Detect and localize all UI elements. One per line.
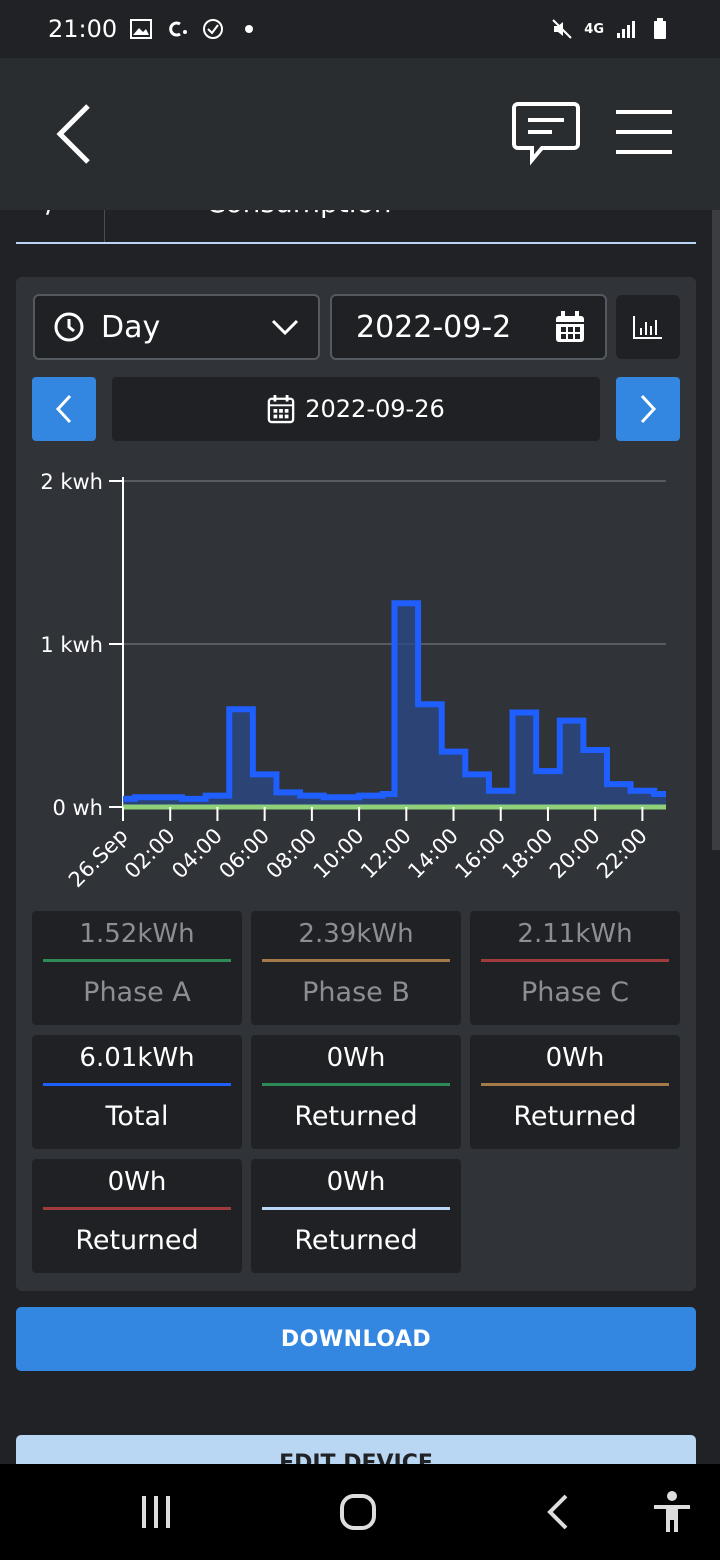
network-type: 4G: [584, 21, 604, 37]
x-tick-label: 14:00: [403, 824, 463, 884]
chat-button[interactable]: [512, 100, 580, 168]
x-tick-label: 02:00: [120, 824, 180, 884]
series-line-0: [123, 600, 666, 802]
summary-tile[interactable]: 6.01kWh Total: [32, 1035, 242, 1149]
date-input-box[interactable]: [330, 294, 607, 360]
previous-day-button[interactable]: [32, 377, 96, 441]
tab-divider: [104, 210, 105, 242]
tile-label: Phase A: [83, 977, 191, 1008]
recent-apps-button[interactable]: [132, 1488, 180, 1536]
chart-type-button[interactable]: [616, 295, 680, 359]
summary-tile[interactable]: 2.39kWh Phase B: [251, 911, 461, 1025]
date-input[interactable]: [356, 309, 536, 345]
y-tick-label: 2 kwh: [40, 470, 103, 494]
chevron-down-icon: [271, 319, 299, 336]
signal-icon: [614, 17, 638, 41]
tile-label: Total: [105, 1101, 169, 1132]
x-tick-label: 04:00: [167, 824, 227, 884]
battery-icon: [648, 17, 672, 41]
home-icon: [340, 1494, 376, 1530]
notification-dot-icon: [237, 17, 261, 41]
y-tick-label: 0 wh: [52, 796, 103, 820]
next-day-button[interactable]: [616, 377, 680, 441]
current-date-text: 2022-09-26: [305, 395, 445, 423]
app-header: [0, 58, 720, 210]
calendar-icon: [267, 395, 295, 424]
y-tick-label: 1 kwh: [40, 633, 103, 657]
scrollbar[interactable]: [712, 210, 720, 850]
mute-icon: [550, 17, 574, 41]
tile-value: 0Wh: [326, 1043, 386, 1073]
clock-icon: [54, 312, 84, 342]
tile-color-bar: [43, 1207, 231, 1210]
x-tick-label: 22:00: [592, 824, 652, 884]
back-button[interactable]: [52, 102, 100, 166]
tile-color-bar: [481, 1083, 669, 1086]
tile-value: 2.39kWh: [298, 919, 414, 949]
tile-value: 6.01kWh: [79, 1043, 195, 1073]
calendar-icon[interactable]: [555, 311, 585, 343]
tab-consumption[interactable]: Consumption: [206, 210, 391, 219]
tile-color-bar: [262, 1207, 450, 1210]
menu-button[interactable]: [612, 106, 676, 162]
system-back-icon: [547, 1494, 568, 1530]
tile-label: Returned: [294, 1101, 418, 1132]
tile-value: 2.11kWh: [517, 919, 633, 949]
tile-label: Returned: [75, 1225, 199, 1256]
accessibility-button[interactable]: [648, 1488, 696, 1536]
tile-label: Returned: [513, 1101, 637, 1132]
download-button[interactable]: DOWNLOAD: [16, 1307, 696, 1371]
back-arrow-icon: [56, 104, 90, 164]
check-circle-icon: [201, 17, 225, 41]
chat-icon: [512, 102, 580, 166]
summary-tile[interactable]: 0Wh Returned: [32, 1159, 242, 1273]
tile-label: Phase B: [302, 977, 410, 1008]
x-tick-label: 08:00: [262, 824, 322, 884]
summary-tile[interactable]: 2.11kWh Phase C: [470, 911, 680, 1025]
current-date-display[interactable]: 2022-09-26: [112, 377, 600, 441]
x-tick-label: 16:00: [451, 824, 511, 884]
tab-fragment-left[interactable]: /: [46, 210, 55, 219]
consumption-card: Day: [16, 277, 696, 1291]
tile-color-bar: [43, 1083, 231, 1086]
x-tick-label: 10:00: [309, 824, 369, 884]
tile-label: Phase C: [520, 977, 630, 1008]
tile-color-bar: [262, 959, 450, 962]
x-tick-label: 06:00: [214, 824, 274, 884]
tile-color-bar: [481, 959, 669, 962]
tab-strip: / Consumption: [16, 210, 696, 244]
accessibility-icon: [654, 1491, 690, 1532]
status-time: 21:00: [48, 15, 118, 43]
tile-value: 0Wh: [545, 1043, 605, 1073]
tile-value: 1.52kWh: [79, 919, 195, 949]
summary-tile[interactable]: 0Wh Returned: [251, 1159, 461, 1273]
x-tick-label: 26.Sep: [64, 824, 133, 893]
x-tick-label: 20:00: [545, 824, 605, 884]
chevron-right-icon: [640, 394, 657, 424]
x-tick-label: 12:00: [356, 824, 416, 884]
status-bar: 21:00 4G: [0, 0, 720, 58]
menu-icon: [616, 110, 672, 154]
gallery-icon: [129, 17, 153, 41]
consumption-chart: 0 wh 1 kwh 2 kwh 26.Sep02:0004:0006:0008:00…: [40, 470, 666, 893]
tile-value: 0Wh: [326, 1167, 386, 1197]
home-button[interactable]: [334, 1488, 382, 1536]
bar-chart-icon: [633, 316, 662, 339]
tile-color-bar: [262, 1083, 450, 1086]
system-back-button[interactable]: [536, 1488, 584, 1536]
summary-tile[interactable]: 0Wh Returned: [251, 1035, 461, 1149]
tile-color-bar: [43, 959, 231, 962]
summary-tile[interactable]: 0Wh Returned: [470, 1035, 680, 1149]
tile-label: Returned: [294, 1225, 418, 1256]
tile-value: 0Wh: [107, 1167, 167, 1197]
c-app-icon: [165, 17, 189, 41]
system-nav-bar: [0, 1464, 720, 1560]
chevron-left-icon: [55, 394, 72, 424]
period-select[interactable]: Day: [33, 294, 320, 360]
period-select-value: Day: [101, 309, 161, 345]
recent-apps-icon: [142, 1496, 170, 1528]
summary-tile[interactable]: 1.52kWh Phase A: [32, 911, 242, 1025]
x-tick-label: 18:00: [498, 824, 558, 884]
